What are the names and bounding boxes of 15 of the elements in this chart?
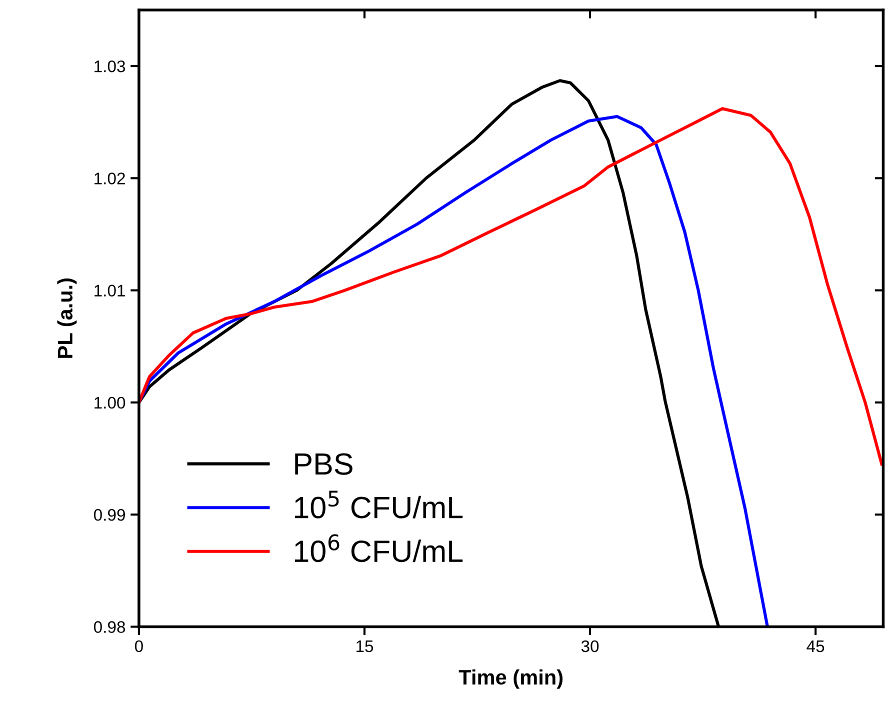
x-tick-label: 45: [806, 640, 824, 652]
y-tick-label: 1.02: [94, 172, 125, 184]
x-tick-label: 0: [134, 640, 143, 652]
legend-label: PBS: [295, 453, 352, 475]
legend-label: 10$^{5}$ CFU/mL: [294, 490, 463, 518]
legend-label: 10$^{6}$ CFU/mL: [294, 534, 463, 562]
y-tick-label: 1.03: [94, 60, 126, 72]
x-tick-label: 30: [581, 640, 599, 652]
x-axis-title: Time (min): [458, 669, 563, 689]
y-tick-label: 1.01: [94, 284, 125, 297]
y-tick-label: 0.98: [94, 621, 126, 633]
y-tick-label: 0.99: [94, 508, 125, 521]
y-axis-title: PL (a.u.): [57, 278, 77, 358]
x-tick-label: 15: [356, 640, 374, 652]
y-tick-label: 1.00: [94, 396, 126, 409]
